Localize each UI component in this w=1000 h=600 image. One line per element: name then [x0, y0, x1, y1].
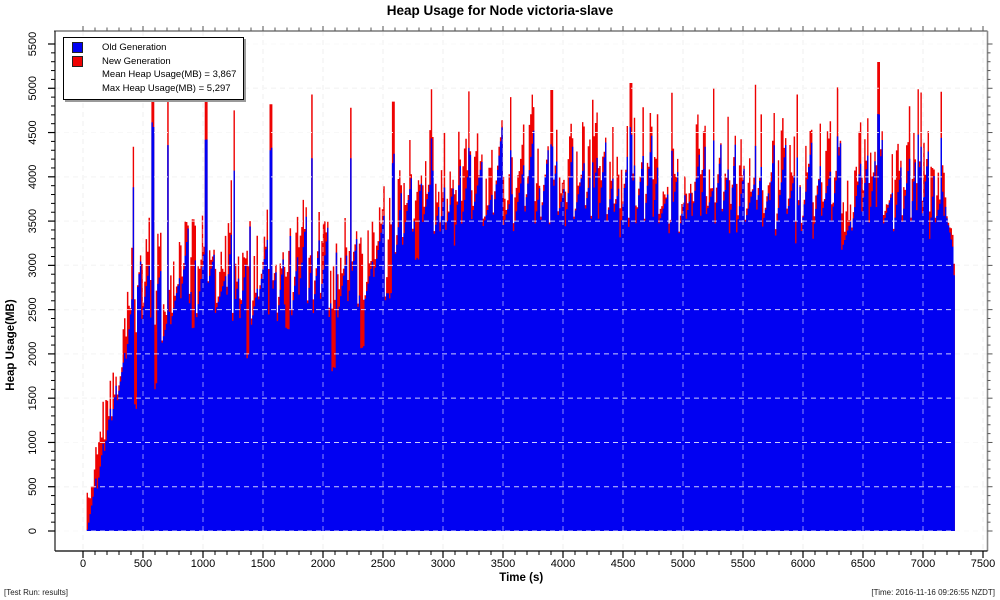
x-tick-label: 5000 — [671, 558, 695, 570]
x-tick-label: 6000 — [791, 558, 815, 570]
x-tick-label: 2500 — [371, 558, 395, 570]
axes-and-ticks — [48, 26, 993, 558]
legend-label: Old Generation — [102, 42, 167, 53]
x-tick-label: 7000 — [911, 558, 935, 570]
x-tick-label: 3000 — [431, 558, 455, 570]
x-tick-label: 2000 — [311, 558, 335, 570]
x-tick-label: 0 — [80, 558, 86, 570]
y-tick-label: 2000 — [27, 342, 39, 366]
y-tick-label: 3000 — [27, 253, 39, 277]
x-tick-label: 4500 — [611, 558, 635, 570]
x-tick-label: 6500 — [851, 558, 875, 570]
old-generation-area — [86, 114, 955, 531]
x-axis-title: Time (s) — [499, 572, 543, 584]
y-tick-label: 3500 — [27, 209, 39, 233]
mean-heap-usage-stat: Mean Heap Usage(MB) = 3,867 — [102, 69, 237, 80]
max-heap-usage-stat: Max Heap Usage(MB) = 5,297 — [102, 82, 231, 94]
x-tick-label: 1500 — [251, 558, 275, 570]
x-tick-label: 7500 — [971, 558, 995, 570]
legend-item-old-generation: Old Generation — [69, 41, 239, 55]
y-tick-label: 1500 — [27, 386, 39, 410]
y-tick-label: 0 — [27, 528, 39, 534]
legend-item-new-generation: New Generation — [69, 55, 239, 69]
y-axis-title: Heap Usage(MB) — [5, 299, 17, 391]
y-tick-label: 1000 — [27, 430, 39, 454]
y-tick-label: 500 — [27, 478, 39, 496]
timestamp-footer: [Time: 2016-11-16 09:26:55 NZDT] — [871, 588, 995, 597]
y-tick-label: 4500 — [27, 120, 39, 144]
y-tick-label: 4000 — [27, 165, 39, 189]
axis-labels: 0 500 1000 1500 2000 2500 3000 3500 4000 4500 5000… — [5, 32, 995, 584]
new-generation-swatch — [72, 55, 83, 67]
x-tick-label: 5500 — [731, 558, 755, 570]
x-tick-label: 500 — [134, 558, 152, 570]
x-tick-label: 3500 — [491, 558, 515, 570]
legend-label: New Generation — [102, 55, 171, 67]
test-run-footer: [Test Run: results] — [4, 588, 69, 597]
y-tick-label: 2500 — [27, 297, 39, 321]
old-generation-swatch — [72, 42, 83, 54]
x-tick-label: 1000 — [191, 558, 215, 570]
chart-title: Heap Usage for Node victoria-slave — [386, 3, 614, 18]
y-tick-label: 5000 — [27, 76, 39, 100]
x-tick-label: 4000 — [551, 558, 575, 570]
legend-box: Old Generation New Generation Mean Heap … — [63, 37, 244, 100]
series-areas — [86, 62, 955, 531]
y-tick-label: 5500 — [27, 32, 39, 56]
